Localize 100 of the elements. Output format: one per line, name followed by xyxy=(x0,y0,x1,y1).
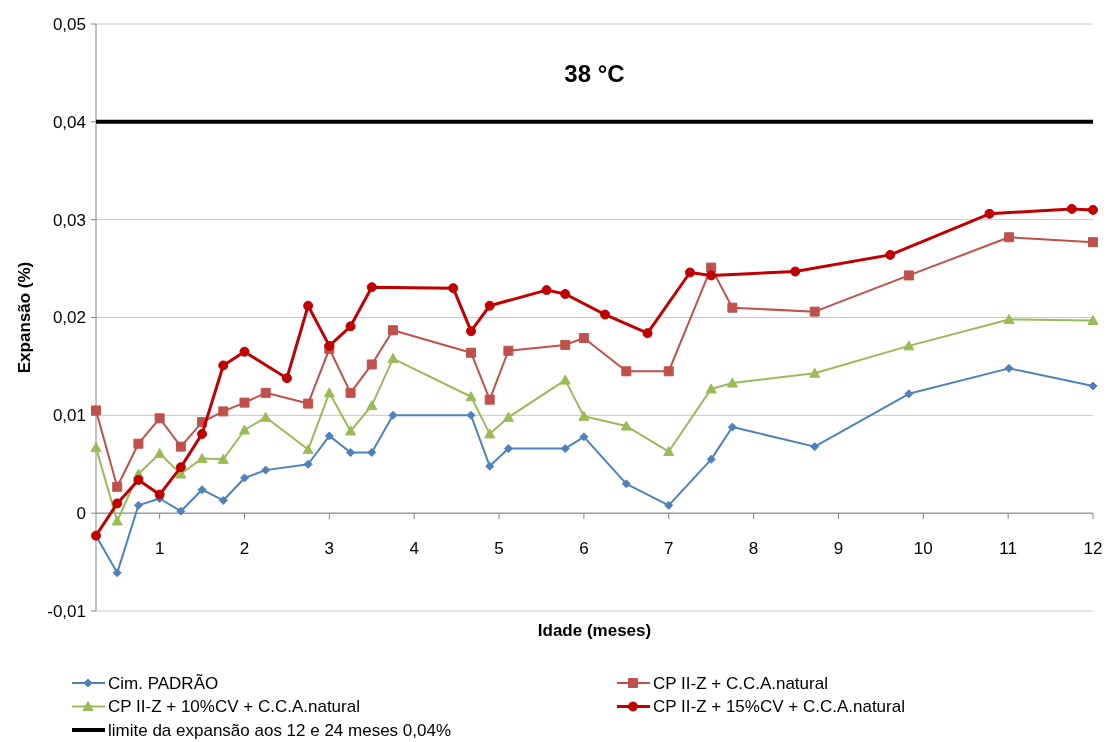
point xyxy=(663,446,675,457)
point xyxy=(111,515,123,526)
point xyxy=(1003,313,1015,324)
point xyxy=(642,328,653,339)
point xyxy=(217,453,229,464)
x-axis-title: Idade (meses) xyxy=(537,621,652,640)
point xyxy=(484,300,495,311)
point xyxy=(367,448,377,458)
x-tick-label: 10 xyxy=(913,539,933,559)
point xyxy=(323,387,335,398)
y-tick-label: -0,01 xyxy=(47,601,86,621)
point xyxy=(502,411,514,422)
point xyxy=(903,340,915,351)
point xyxy=(112,481,123,492)
point xyxy=(366,400,378,411)
point xyxy=(809,306,820,317)
x-tick-label: 3 xyxy=(324,539,335,559)
point xyxy=(485,461,495,471)
point xyxy=(91,405,101,416)
annotation: 38 °C xyxy=(564,60,625,87)
legend-label: limite da expansão aos 12 e 24 meses 0,04% xyxy=(108,720,452,740)
x-tick-label: 9 xyxy=(833,539,844,559)
point xyxy=(345,321,356,332)
point xyxy=(196,452,208,463)
point xyxy=(260,387,271,398)
x-tick-label: 7 xyxy=(664,539,674,559)
point xyxy=(388,410,398,420)
point xyxy=(559,374,571,385)
point xyxy=(112,568,122,578)
point xyxy=(112,498,123,509)
point xyxy=(303,300,314,311)
legend-label: CP II-Z + 15%CV + C.C.A.natural xyxy=(653,697,905,717)
point xyxy=(281,373,292,384)
point xyxy=(345,425,357,436)
point xyxy=(1087,314,1099,325)
point xyxy=(466,347,477,358)
y-tick-label: 0,04 xyxy=(52,112,86,132)
point xyxy=(903,270,914,281)
x-tick-label: 2 xyxy=(239,539,250,559)
point xyxy=(885,249,896,260)
point xyxy=(727,422,737,432)
point xyxy=(366,282,377,293)
y-axis-title: Expansão (%) xyxy=(15,261,34,374)
y-tick-label: 0 xyxy=(76,504,86,524)
x-tick-label: 5 xyxy=(494,539,504,559)
point xyxy=(154,489,165,500)
x-tick-label: 11 xyxy=(999,539,1017,559)
point xyxy=(239,473,249,483)
point xyxy=(239,346,250,357)
point xyxy=(175,441,186,452)
point xyxy=(664,500,674,510)
point xyxy=(503,345,514,356)
point xyxy=(560,444,570,454)
point xyxy=(176,506,186,516)
point xyxy=(663,366,674,377)
point xyxy=(503,444,513,454)
point xyxy=(810,442,820,452)
point xyxy=(727,302,738,313)
point xyxy=(133,438,144,449)
point xyxy=(984,208,995,219)
point xyxy=(904,389,914,399)
point xyxy=(809,367,821,378)
point xyxy=(578,333,589,344)
point xyxy=(260,411,272,422)
point xyxy=(218,406,229,417)
point xyxy=(621,479,631,489)
point xyxy=(706,270,717,281)
point xyxy=(560,289,571,300)
point xyxy=(706,262,717,273)
point xyxy=(324,431,334,441)
point xyxy=(387,325,398,336)
point xyxy=(218,360,229,371)
point xyxy=(1088,381,1098,391)
point xyxy=(366,359,377,370)
point xyxy=(465,391,477,402)
point xyxy=(621,366,632,377)
point xyxy=(684,267,695,278)
x-tick-label: 4 xyxy=(409,539,419,559)
point xyxy=(133,474,144,485)
point xyxy=(466,410,476,420)
x-tick-label: 12 xyxy=(1083,539,1103,559)
point xyxy=(197,428,208,439)
y-tick-label: 0,02 xyxy=(52,308,86,328)
point xyxy=(261,465,271,475)
point xyxy=(1088,204,1098,215)
y-tick-label: 0,01 xyxy=(52,406,86,426)
point xyxy=(1066,203,1077,214)
point xyxy=(175,462,186,473)
x-tick-label: 8 xyxy=(748,539,759,559)
point xyxy=(239,397,250,408)
point xyxy=(790,266,801,277)
point xyxy=(238,424,250,435)
point xyxy=(579,432,589,442)
point xyxy=(705,383,717,394)
point xyxy=(302,444,314,455)
y-tick-label: 0,03 xyxy=(52,210,86,230)
point xyxy=(466,326,477,337)
point xyxy=(345,387,356,398)
point xyxy=(1004,232,1014,243)
point xyxy=(133,500,143,510)
